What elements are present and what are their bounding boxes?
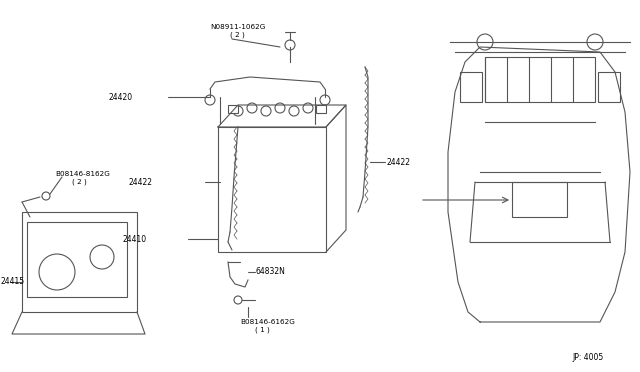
Bar (27, 222, 127, 297)
Bar (218, 127, 326, 252)
Text: 24415: 24415 (0, 278, 24, 286)
Text: JP: 4005: JP: 4005 (572, 353, 604, 362)
Bar (512, 182, 567, 217)
Text: 24422: 24422 (128, 177, 152, 186)
Bar (22, 212, 137, 312)
Text: 24410: 24410 (122, 234, 146, 244)
Bar (316, 105, 326, 113)
Bar (598, 72, 620, 102)
Text: ( 2 ): ( 2 ) (230, 32, 244, 38)
Text: N08911-1062G: N08911-1062G (210, 24, 266, 30)
Text: ( 2 ): ( 2 ) (72, 179, 87, 185)
Text: B08146-6162G: B08146-6162G (240, 319, 295, 325)
Bar (485, 57, 595, 102)
Text: 64832N: 64832N (255, 267, 285, 276)
Text: 24420: 24420 (108, 93, 132, 102)
Text: 24422: 24422 (387, 157, 411, 167)
Bar (228, 105, 238, 113)
Text: B08146-8162G: B08146-8162G (55, 171, 110, 177)
Text: ( 1 ): ( 1 ) (255, 327, 269, 333)
Bar (460, 72, 482, 102)
